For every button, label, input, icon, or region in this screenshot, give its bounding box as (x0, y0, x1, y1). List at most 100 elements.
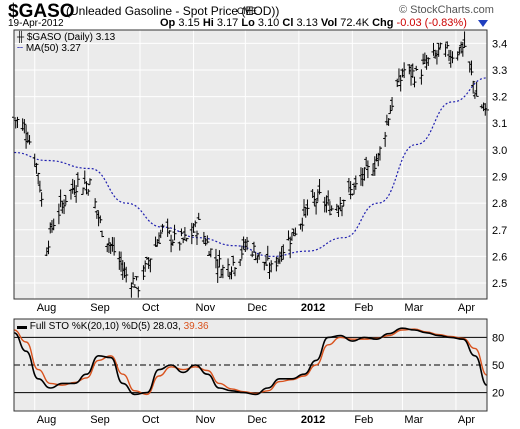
ticker-symbol: $GASO (8, 1, 75, 22)
ohlc-bar (134, 276, 139, 281)
ohlc-bar (436, 42, 441, 57)
exchange-label: CME (237, 6, 257, 16)
ohlc-bar (279, 247, 284, 262)
ohlc-bar (326, 190, 331, 206)
ohlc-bar (257, 252, 262, 260)
ohlc-bar (36, 172, 41, 185)
ma-legend: ┄ MA(50) 3.27 (17, 43, 81, 54)
volume-value: 72.4K (340, 17, 370, 29)
ohlc-bar (312, 192, 317, 206)
sto-axis: 20 50 80 (492, 332, 504, 399)
sto-lines (13, 327, 488, 396)
ohlc-bar (245, 236, 250, 251)
price-legend-marker: ╫ (17, 32, 25, 43)
sto-y-tick-label: 50 (492, 360, 504, 372)
x-axis-top: Aug Sep Oct Nov Dec 2012 Feb Mar Apr (37, 302, 476, 314)
ohlc-bar (383, 131, 388, 147)
ohlc-bar (100, 230, 105, 238)
y-tick-label: 3.4 (492, 38, 507, 50)
ohlc-bar (455, 51, 460, 61)
ohlc-bar (281, 244, 286, 260)
x-tick-label: Dec (247, 414, 267, 426)
ohlc-bar (34, 162, 39, 174)
ohlc-bar (112, 237, 117, 256)
ohlc-bar (339, 205, 344, 217)
x-tick-label: Apr (458, 414, 475, 426)
ohlc-bar (132, 284, 137, 288)
ohlc-bar (158, 229, 163, 239)
ohlc-bar (341, 199, 346, 207)
ohlc-bar (274, 256, 279, 272)
ohlc-bar (386, 118, 391, 126)
sto-k-value: 28.03 (152, 321, 178, 332)
price-panel-border (13, 29, 488, 300)
ohlc-bar (81, 187, 86, 195)
ohlc-bar (220, 264, 225, 279)
x-tick-label: Dec (247, 302, 267, 314)
dropdown-arrow-icon[interactable] (478, 20, 488, 27)
sto-legend-marker: ▬ (17, 321, 27, 332)
ohlc-bar (288, 236, 293, 259)
ohlc-bar (148, 258, 153, 273)
x-axis-bottom: Aug Sep Oct Nov Dec 2012 Feb Mar Apr (37, 414, 476, 426)
ohlc-bar (327, 201, 332, 216)
ohlc-bar (170, 239, 175, 246)
ohlc-bar (177, 241, 182, 251)
ohlc-bar (450, 51, 455, 64)
ohlc-bar (305, 199, 310, 216)
ohlc-bar (353, 175, 358, 190)
x-tick-label: Feb (354, 414, 373, 426)
x-tick-label: Oct (142, 302, 159, 314)
ohlc-bar (239, 245, 244, 259)
ohlc-bar (184, 237, 189, 242)
y-tick-label: 3.0 (492, 145, 507, 157)
price-bars (12, 31, 489, 298)
ohlc-bar (124, 266, 129, 283)
ohlc-bar (62, 199, 67, 215)
high-label: Hi (202, 17, 214, 29)
stockcharts-watermark[interactable]: © StockCharts.com (399, 4, 494, 16)
ohlc-bar (37, 180, 42, 193)
ohlc-bar (338, 196, 343, 211)
ohlc-bar (438, 42, 443, 49)
ohlc-bar (189, 222, 194, 245)
x-tick-label: Aug (37, 414, 57, 426)
ohlc-bar (167, 230, 172, 235)
ohlc-bar (172, 224, 177, 241)
ohlc-bar (314, 199, 319, 215)
y-tick-label: 3.3 (492, 65, 507, 77)
ohlc-bar (51, 218, 56, 231)
ohlc-bar (93, 198, 98, 209)
sto-y-tick-label: 20 (492, 388, 504, 400)
price-legend-label: $GASO (Daily) 3.13 (26, 32, 116, 43)
x-tick-label: Sep (90, 414, 110, 426)
open-value: 3.15 (178, 17, 200, 29)
y-tick-label: 2.9 (492, 171, 507, 183)
ohlc-bar (165, 218, 170, 237)
quote-summary: Op 3.15 Hi 3.17 Lo 3.10 Cl 3.13 Vol 72.4… (160, 17, 467, 29)
y-tick-label: 2.5 (492, 278, 507, 290)
ohlc-bar (264, 255, 269, 266)
ohlc-bar (196, 212, 201, 220)
sto-y-tick-label: 80 (492, 332, 504, 344)
ohlc-bar (291, 228, 296, 237)
ohlc-bar (75, 172, 80, 187)
ohlc-bar (412, 76, 417, 88)
ohlc-bar (231, 255, 236, 266)
price-grid (14, 30, 487, 299)
ohlc-bar (182, 227, 187, 241)
ohlc-bar (238, 258, 243, 267)
ohlc-bar (15, 116, 20, 128)
low-label: Lo (241, 17, 255, 29)
ma-legend-label: MA(50) 3.27 (25, 43, 81, 54)
high-value: 3.17 (216, 17, 239, 29)
ohlc-bar (410, 63, 415, 78)
change-label: Chg (372, 17, 394, 29)
ohlc-bar (390, 97, 395, 111)
ohlc-bar (201, 231, 206, 244)
x-tick-label: Nov (196, 302, 216, 314)
ohlc-bar (474, 81, 479, 97)
ma50-path (13, 77, 488, 258)
sto-legend: ▬ Full STO %K(20,10) %D(5) 28.03, 39.36 (17, 321, 209, 332)
